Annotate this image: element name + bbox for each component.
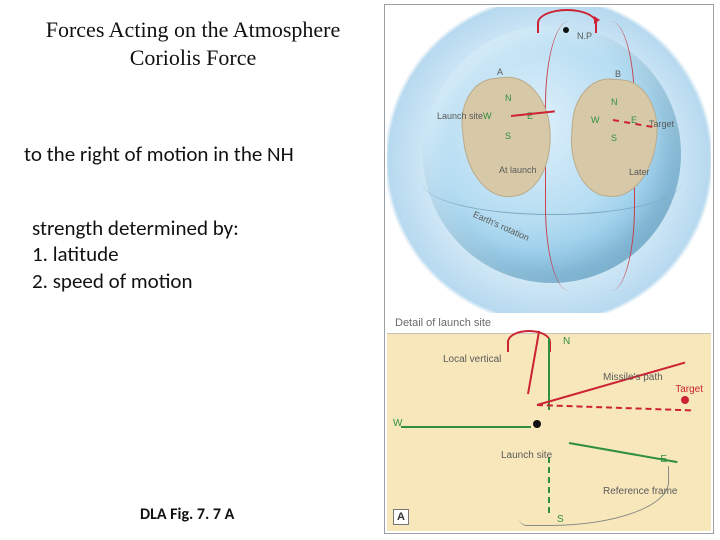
label-n: N [505,93,512,103]
label-w: W [591,115,600,125]
label-target: Target [649,119,674,129]
label-n: N [611,97,618,107]
detail-panel: Local vertical N S W E Missile's path Ta… [387,333,711,531]
strength-item-2: 2. speed of motion [32,268,368,294]
title-line-1: Forces Acting on the Atmosphere [18,16,368,44]
label-a: A [497,67,503,77]
label-n: N [563,336,570,347]
label-b: B [615,69,621,79]
label-later: Later [629,167,650,177]
label-launch-site: Launch site [501,450,552,461]
globe-panel: N.P A B N S W E N S W E Launch site Targ… [387,7,711,313]
note-deflection: to the right of motion in the NH [18,141,368,167]
label-s: S [611,133,617,143]
label-e: E [660,454,667,465]
label-launch-site: Launch site [437,111,483,121]
label-s: S [505,131,511,141]
label-w: W [393,418,402,429]
axis-w [401,426,531,428]
panel-letter-badge: A [393,509,409,525]
label-target: Target [675,384,703,395]
figure-caption: DLA Fig. 7. 7 A [140,505,234,524]
target-dot [681,396,689,404]
strength-heading: strength determined by: [32,215,368,241]
north-pole-dot [563,27,569,33]
missile-path-dash [537,404,691,411]
label-at-launch: At launch [499,165,537,175]
text-column: Forces Acting on the Atmosphere Coriolis… [0,0,380,540]
label-missile-path: Missile's path [603,372,663,383]
np-label: N.P [577,31,592,41]
slide-title: Forces Acting on the Atmosphere Coriolis… [18,16,368,71]
label-w: W [483,111,492,121]
missile-path-line [537,362,686,406]
launch-point-dot [533,420,541,428]
arrowhead-icon [594,16,600,24]
label-s: S [557,514,564,525]
note-strength: strength determined by: 1. latitude 2. s… [18,215,368,294]
label-local-vertical: Local vertical [443,354,501,365]
figure-column: N.P A B N S W E N S W E Launch site Targ… [380,0,720,540]
strength-item-1: 1. latitude [32,241,368,267]
label-reference-frame: Reference frame [603,486,677,497]
detail-title: Detail of launch site [395,317,491,329]
title-line-2: Coriolis Force [18,44,368,72]
rotation-arrow-icon [507,330,551,352]
figure-frame: N.P A B N S W E N S W E Launch site Targ… [384,4,714,534]
